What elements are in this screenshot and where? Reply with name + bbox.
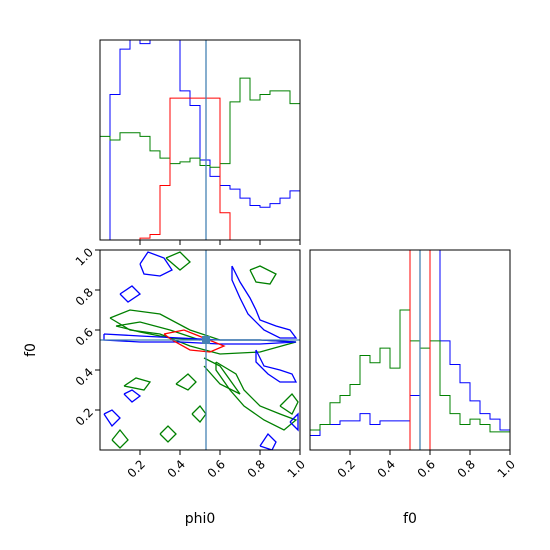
contour-red-21 xyxy=(163,329,226,353)
hist-f0-xtick-label: 0.2 xyxy=(335,457,358,480)
contour-blue-17 xyxy=(103,409,121,428)
contour-frame xyxy=(99,249,301,451)
scatter-phi0-f0-xtick-label: 0.2 xyxy=(125,457,148,480)
contour-background xyxy=(100,250,300,450)
truth-marker xyxy=(202,336,210,344)
contour-truth xyxy=(100,250,300,450)
x-axis-label-phi0: phi0 xyxy=(185,511,216,527)
contour-blue-13 xyxy=(139,251,173,277)
contour-blue-18 xyxy=(259,432,277,450)
contour-green-2 xyxy=(215,361,298,431)
contour-ytick-label: 0.6 xyxy=(73,325,96,348)
scatter-phi0-f0-xtick-label: 0.4 xyxy=(165,457,188,480)
hist-f0-panel: 0.2 0.4 0.6 0.8 1.0 f0 xyxy=(309,249,518,527)
contour-green-6 xyxy=(123,377,152,391)
contour-ytick-label: 0.4 xyxy=(73,365,96,388)
hist-phi0-frame xyxy=(99,39,301,241)
hist-f0-xtick-label: 0.4 xyxy=(375,457,398,480)
scatter-phi0-f0-xtick-label: 1.0 xyxy=(285,457,308,480)
contour-green-10 xyxy=(159,425,177,443)
contour-blue-20 xyxy=(123,389,142,403)
contour-green-4 xyxy=(249,265,277,285)
hist-phi0-red-step xyxy=(100,97,300,240)
hist-f0-frame xyxy=(309,249,511,451)
contour-ytick-label: 1.0 xyxy=(73,245,96,268)
hist-f0-ticks: 0.2 0.4 0.6 0.8 1.0 xyxy=(335,450,518,481)
scatter-phi0-f0-xtick-label: 0.6 xyxy=(205,457,228,480)
contour-panel: 0.2 0.4 0.6 0.8 1.0 0.2 0.4 0.6 0.8 1.0 phi0 f0 xyxy=(23,245,308,527)
x-axis-label-f0: f0 xyxy=(403,511,417,527)
contour-blue-19 xyxy=(289,412,299,432)
contour-green-8 xyxy=(279,393,299,415)
hist-phi0-green-step xyxy=(100,77,300,168)
contour-blue-14 xyxy=(231,265,298,339)
contour-blue-15 xyxy=(255,349,298,383)
hist-f0-xtick-label: 0.6 xyxy=(415,457,438,480)
contour-green-3 xyxy=(203,357,241,395)
contour-blue-16 xyxy=(119,285,142,303)
contour-ytick-label: 0.2 xyxy=(73,405,96,428)
hist-phi0-ticks xyxy=(139,240,301,245)
contour-ytick-label: 0.8 xyxy=(73,285,96,308)
contour-blue-12 xyxy=(103,333,297,345)
scatter-phi0-f0-xtick-label: 0.8 xyxy=(245,457,268,480)
hist-phi0-panel xyxy=(99,39,301,245)
contour-green-5 xyxy=(165,251,191,271)
y-axis-label-f0: f0 xyxy=(23,343,39,357)
contour-green-7 xyxy=(175,373,197,391)
contour-green-9 xyxy=(111,428,129,449)
hist-f0-xtick-label: 1.0 xyxy=(495,457,518,480)
hist-f0-xtick-label: 0.8 xyxy=(455,457,478,480)
